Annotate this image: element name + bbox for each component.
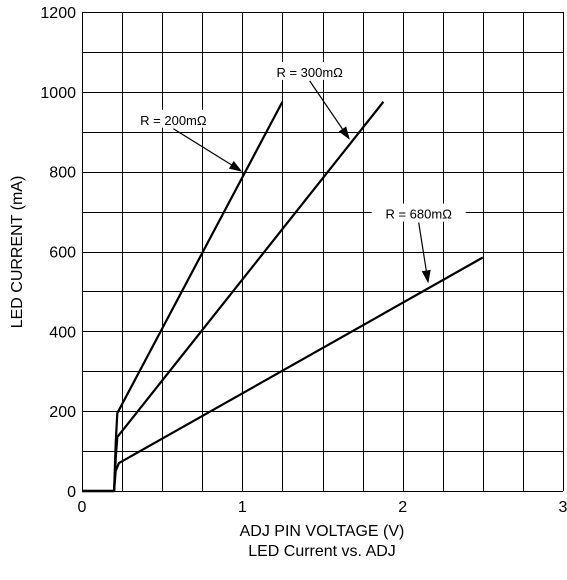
y-axis-label: LED CURRENT (mA) [9,176,26,329]
annotations: R = 200mΩ R = 300mΩ R = 680mΩ [126,61,466,284]
x-tick-label: 0 [78,499,87,516]
x-tick-label: 2 [398,499,407,516]
annotation-label: R = 300mΩ [276,65,343,80]
annotation-arrow [418,222,427,271]
y-tick-label: 1000 [40,85,76,102]
x-tick-label: 3 [559,499,567,516]
y-tick-label: 800 [49,165,76,182]
annotation-background [126,109,221,128]
x-tick-label: 1 [238,499,247,516]
annotation-label: R = 200mΩ [140,113,207,128]
annotation-background [371,203,466,222]
annotation-arrowhead [421,269,431,284]
x-axis-label: ADJ PIN VOLTAGE (V) [240,523,405,540]
annotation-background [262,61,357,80]
series-line-2 [82,101,385,493]
series [82,101,484,493]
chart-caption: LED Current vs. ADJ [248,543,396,560]
y-tick-label: 1200 [40,5,76,22]
series-line-1 [82,101,284,493]
annotation-arrow [173,128,232,166]
grid [82,12,564,492]
annotation-arrowhead [338,126,350,140]
y-tick-label: 200 [49,404,76,421]
annotation-arrow [309,80,343,130]
series-line-3 [82,256,484,493]
tick-labels: 0 1 2 3 0 200 400 600 800 1000 1200 [40,5,567,516]
y-tick-label: 400 [49,324,76,341]
annotation-label: R = 680mΩ [385,207,452,222]
annotation-arrowhead [228,161,243,172]
y-tick-label: 600 [49,245,76,262]
y-tick-label: 0 [67,484,76,501]
